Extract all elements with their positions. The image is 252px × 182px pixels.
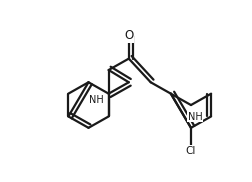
- Text: NH: NH: [89, 95, 103, 105]
- Text: O: O: [124, 29, 133, 42]
- Text: NH: NH: [187, 112, 202, 122]
- Text: Cl: Cl: [185, 146, 195, 156]
